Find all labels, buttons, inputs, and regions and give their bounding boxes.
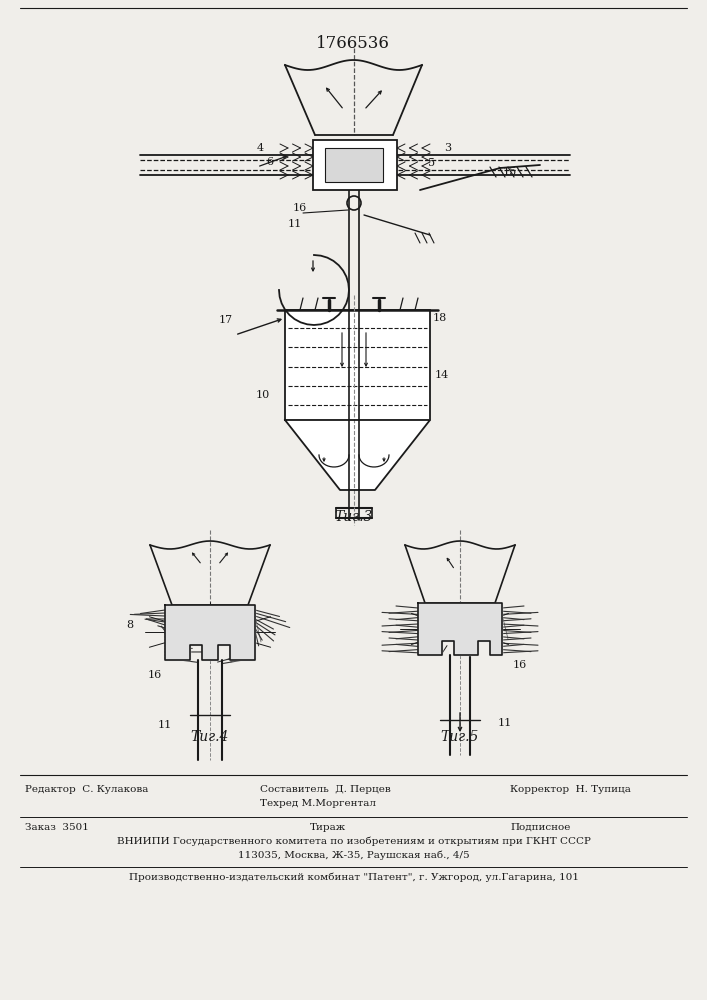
Text: Τиг.3: Τиг.3 (335, 510, 373, 524)
Text: 17: 17 (219, 315, 233, 325)
Polygon shape (285, 420, 430, 490)
Text: 16: 16 (148, 670, 162, 680)
Text: Τиг.4: Τиг.4 (191, 730, 229, 744)
Text: Заказ  3501: Заказ 3501 (25, 823, 89, 832)
Text: Тираж: Тираж (310, 823, 346, 832)
Text: ВНИИПИ Государственного комитета по изобретениям и открытиям при ГКНТ СССР: ВНИИПИ Государственного комитета по изоб… (117, 837, 591, 846)
Text: Τиг.5: Τиг.5 (440, 730, 479, 744)
Text: 16: 16 (513, 660, 527, 670)
Text: 113035, Москва, Ж-35, Раушская наб., 4/5: 113035, Москва, Ж-35, Раушская наб., 4/5 (238, 851, 470, 860)
Bar (325, 148, 383, 182)
Text: 3: 3 (445, 143, 452, 153)
Text: Редактор  С. Кулакова: Редактор С. Кулакова (25, 785, 148, 794)
Text: 8: 8 (127, 620, 134, 630)
Text: 14: 14 (435, 370, 449, 380)
Text: 15: 15 (503, 167, 517, 177)
Polygon shape (418, 603, 502, 655)
Text: Корректор  Н. Тупица: Корректор Н. Тупица (510, 785, 631, 794)
Text: 5: 5 (428, 158, 436, 168)
Text: 4: 4 (257, 143, 264, 153)
Text: 6: 6 (267, 157, 274, 167)
Text: Производственно-издательский комбинат "Патент", г. Ужгород, ул.Гагарина, 101: Производственно-издательский комбинат "П… (129, 872, 579, 882)
Text: 11: 11 (158, 720, 172, 730)
Text: Техред М.Моргентал: Техред М.Моргентал (260, 799, 376, 808)
Polygon shape (165, 605, 255, 660)
Text: 16: 16 (293, 203, 307, 213)
Text: 11: 11 (288, 219, 302, 229)
Bar (285, 310, 430, 420)
Text: 18: 18 (433, 313, 447, 323)
Text: 1766536: 1766536 (316, 35, 390, 52)
Text: 11: 11 (498, 718, 512, 728)
Bar (313, 140, 397, 190)
Text: Составитель  Д. Перцев: Составитель Д. Перцев (260, 785, 391, 794)
Text: 10: 10 (256, 390, 270, 400)
Text: Подписное: Подписное (510, 823, 571, 832)
